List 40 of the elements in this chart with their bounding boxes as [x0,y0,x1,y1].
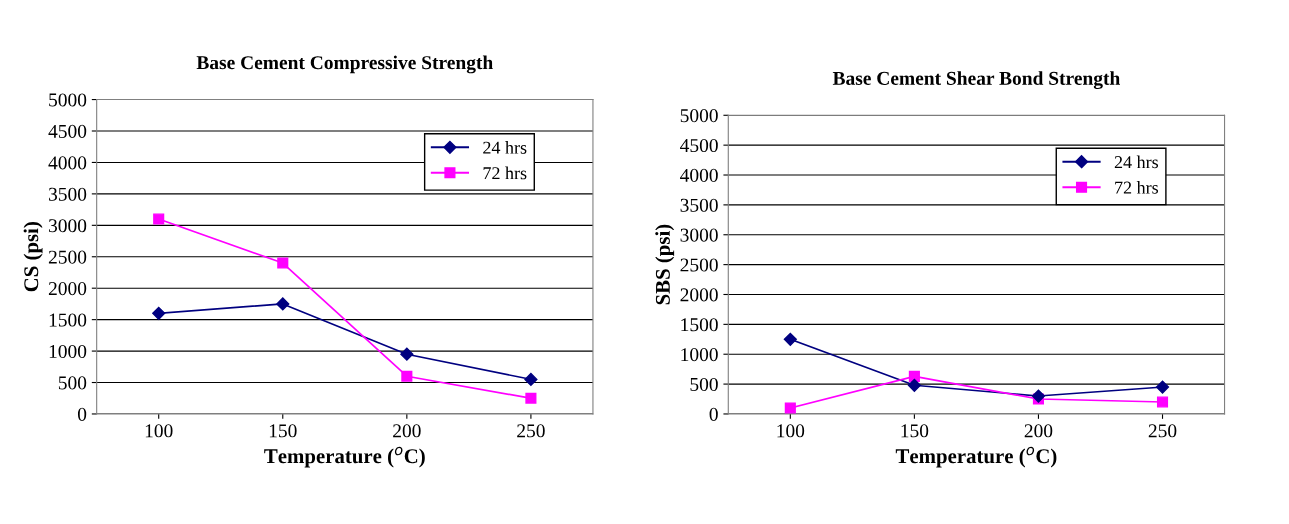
y-axis-title: CS (psi) [23,222,43,292]
y-tick-label: 500 [58,376,87,390]
y-tick-label: 1000 [681,348,718,362]
y-tick-label: 500 [690,377,718,392]
y-tick-label: 2000 [680,288,718,302]
x-tick-label: 200 [393,424,421,438]
y-axis-title: SBS (psi) [655,224,675,305]
y-tick-label: 1000 [49,344,87,359]
y-tick-label: 3500 [48,187,87,201]
y-tick-label: 4500 [680,138,718,153]
legend-label: 24 hrs [1114,155,1159,169]
legend-label: 72 hrs [1115,181,1159,194]
chart-title: Base Cement Compressive Strength [196,55,493,74]
x-tick-label: 250 [1148,424,1177,438]
y-tick-label: 1500 [49,313,87,327]
y-tick-label: 5000 [49,93,87,107]
y-tick-label: 3500 [680,198,718,212]
y-tick-label: 5000 [680,109,718,123]
x-tick-label: 150 [901,424,929,438]
y-tick-label: 0 [709,407,718,421]
y-tick-label: 4000 [48,156,87,170]
x-tick-label: 100 [777,424,805,438]
x-axis-title: Temperature ($^{o}$C) [264,446,425,468]
y-tick-label: 3000 [680,228,718,242]
y-tick-label: 4000 [680,168,718,182]
x-tick-label: 100 [145,424,173,438]
y-tick-label: 2000 [48,282,87,296]
legend-label: 24 hrs [483,141,527,154]
x-axis-title: Temperature ($^{o}$C) [895,446,1057,468]
x-tick-label: 250 [517,424,545,438]
chart-title: Base Cement Shear Bond Strength [832,71,1120,90]
y-tick-label: 4500 [48,124,87,138]
y-tick-label: 3000 [48,219,87,233]
y-tick-label: 0 [77,407,87,421]
legend-label: 72 hrs [483,166,527,180]
x-tick-label: 150 [269,424,297,438]
y-tick-label: 1500 [681,318,718,332]
y-tick-label: 2500 [680,258,718,272]
y-tick-label: 2500 [48,250,87,264]
x-tick-label: 200 [1024,424,1053,438]
